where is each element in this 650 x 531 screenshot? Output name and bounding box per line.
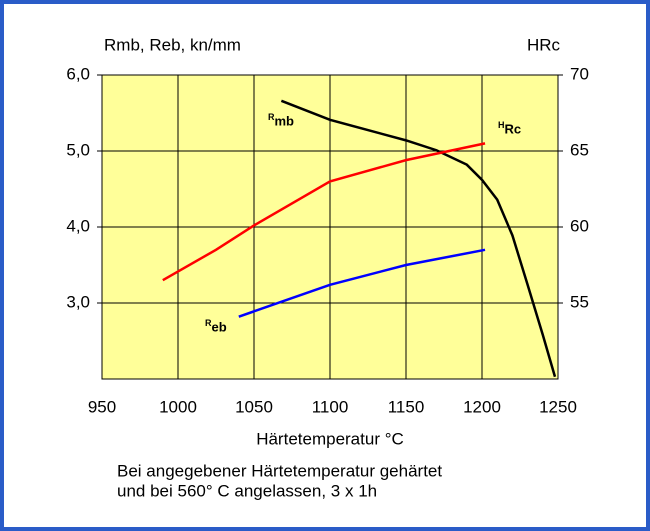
y-tick-label: 6,0 — [66, 64, 90, 83]
y2-tick-label: 60 — [570, 216, 589, 235]
series-label: Rmb — [268, 112, 294, 129]
x-tick-label: 950 — [88, 397, 116, 416]
note: und bei 560° C angelassen, 3 x 1h — [117, 481, 377, 500]
x-tick-label: 1200 — [463, 397, 501, 416]
y2-tick-label: 55 — [570, 292, 589, 311]
x-tick-label: 1250 — [539, 397, 577, 416]
y-axis-label: Rmb, Reb, kn/mm — [104, 35, 241, 54]
line-series — [280, 99, 557, 378]
x-axis-label: Härtetemperatur °C — [256, 429, 404, 448]
plot-border — [101, 74, 559, 380]
note: Bei angegebener Härtetemperatur gehärtet — [117, 461, 442, 480]
y-tick-label: 5,0 — [66, 140, 90, 159]
series-label: HRc — [498, 120, 522, 137]
y-tick-label: 4,0 — [66, 216, 90, 235]
y2-tick-label: 70 — [570, 64, 589, 83]
line-series — [162, 142, 486, 282]
x-tick-label: 1150 — [388, 397, 425, 416]
y-tick-label: 3,0 — [66, 292, 90, 311]
series-label: Reb — [205, 318, 227, 335]
x-tick-label: 1100 — [312, 397, 349, 416]
line-series — [238, 248, 486, 318]
x-tick-label: 1050 — [235, 397, 273, 416]
y2-tick-label: 65 — [570, 140, 589, 159]
y2-axis-label: HRc — [527, 35, 561, 54]
x-tick-label: 1000 — [159, 397, 197, 416]
